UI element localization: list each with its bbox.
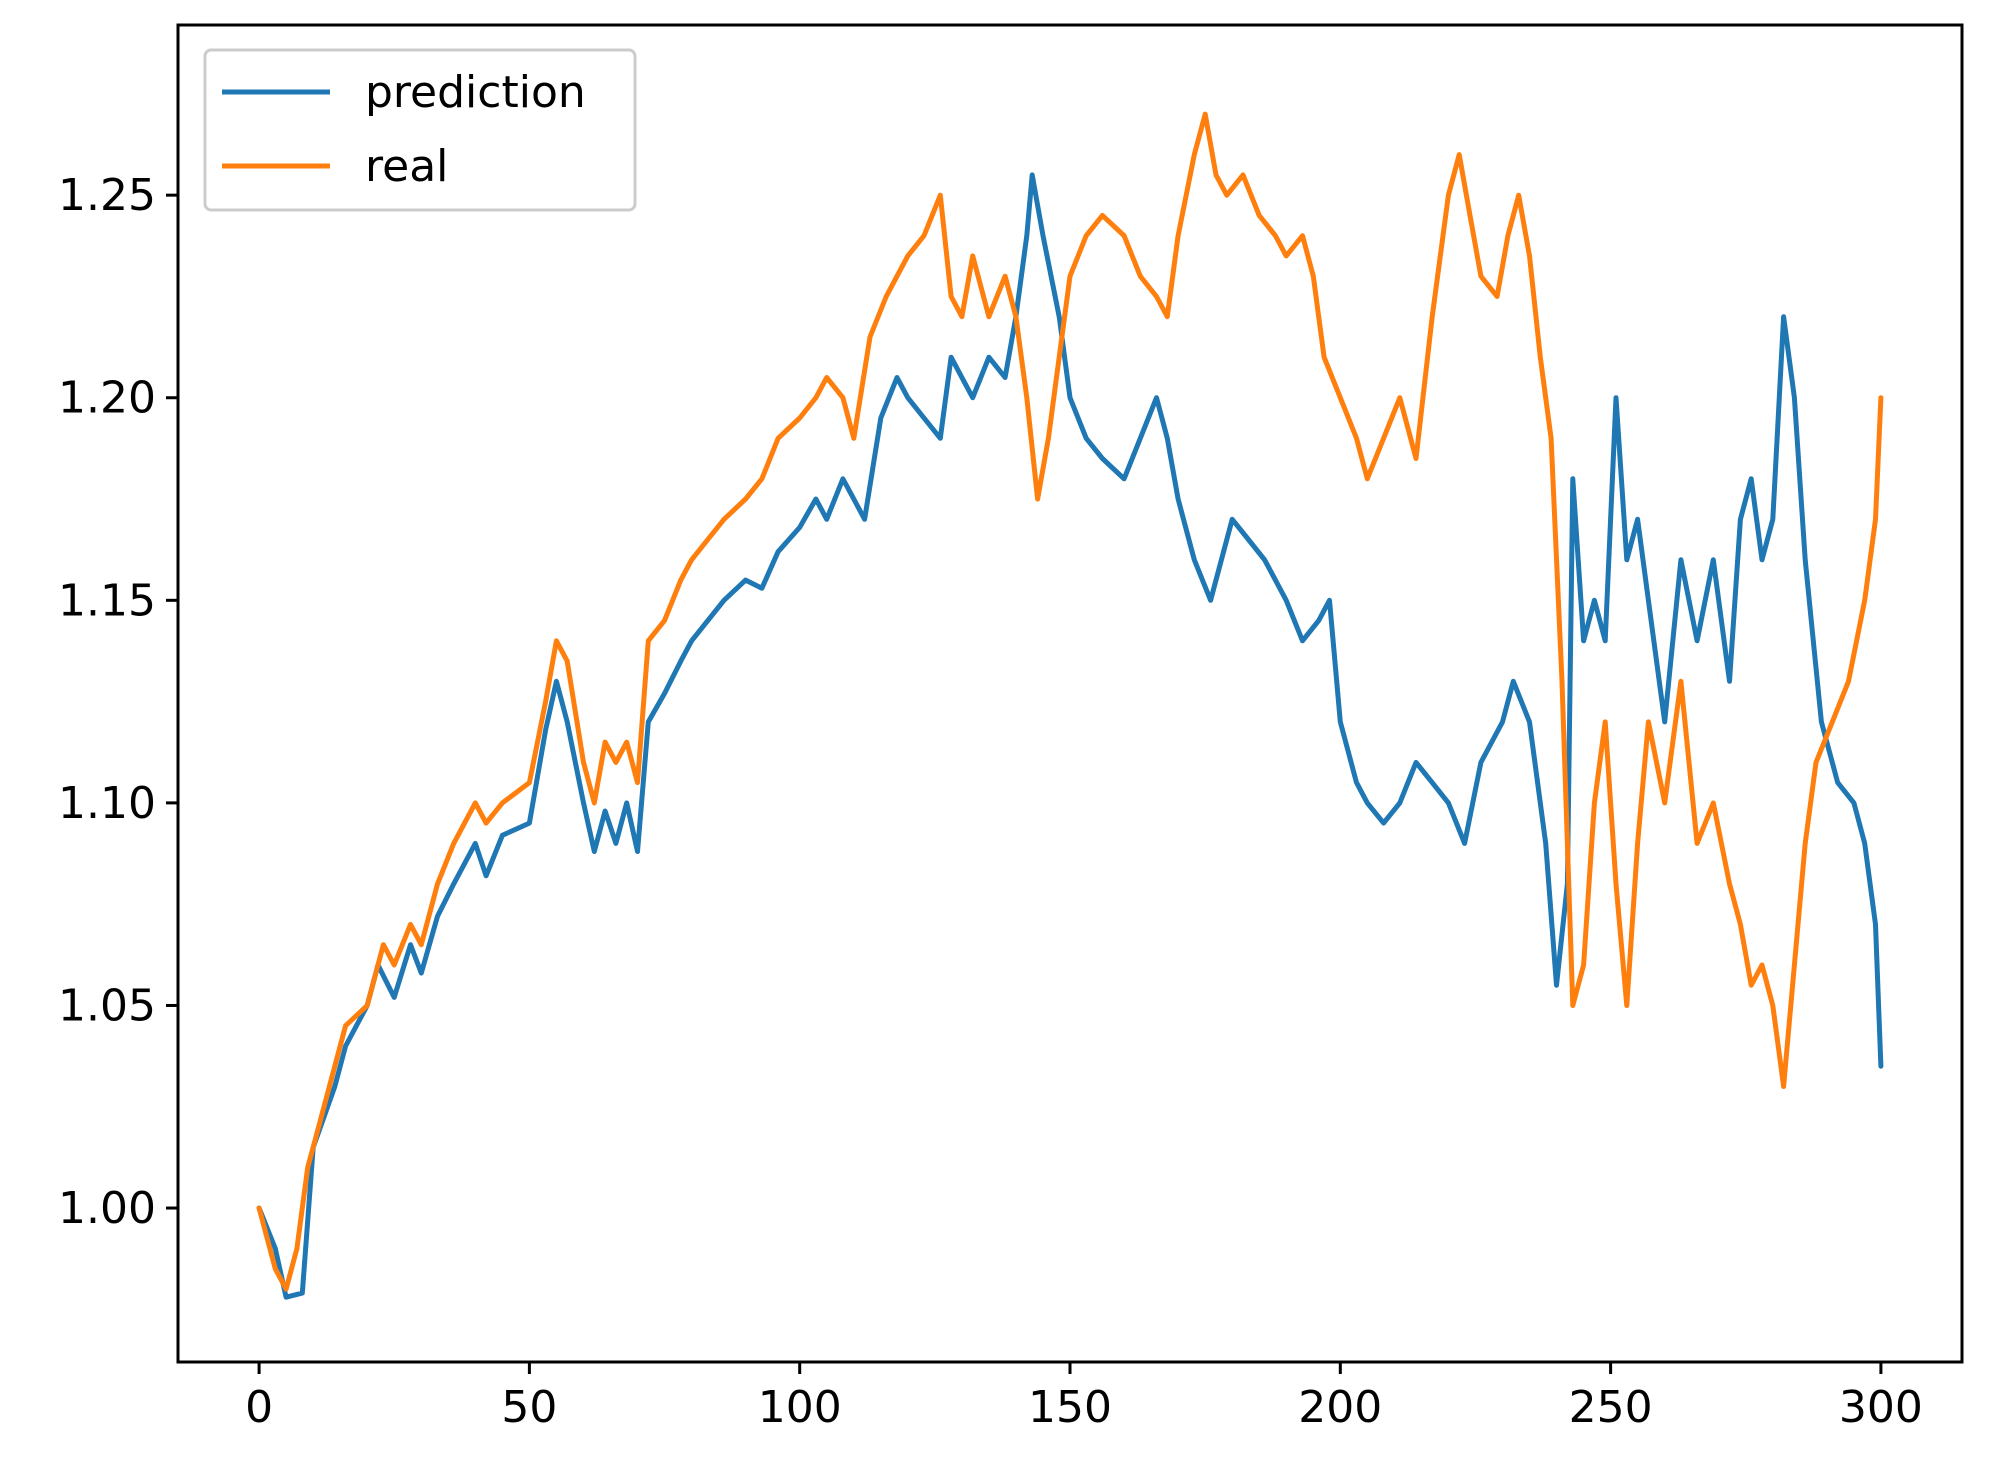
series-line-real (256, 111, 1884, 1292)
y-tick-label: 1.10 (58, 778, 156, 829)
x-tick-label: 200 (1298, 1382, 1382, 1433)
legend-label-real: real (365, 141, 448, 192)
y-tick-label: 1.15 (58, 575, 156, 626)
x-tick-label: 50 (501, 1382, 557, 1433)
legend-label-prediction: prediction (365, 67, 586, 118)
y-tick-label: 1.20 (58, 373, 156, 424)
y-tick-label: 1.05 (58, 980, 156, 1031)
y-tick-label: 1.00 (58, 1183, 156, 1234)
series-layer (256, 111, 1884, 1300)
y-tick-label: 1.25 (58, 170, 156, 221)
legend: prediction real (203, 48, 637, 212)
series-line-prediction (256, 172, 1884, 1300)
y-axis: 1.00 1.05 1.10 1.15 1.20 1.25 (58, 170, 178, 1234)
x-tick-label: 250 (1569, 1382, 1653, 1433)
x-tick-label: 100 (758, 1382, 842, 1433)
x-tick-label: 300 (1839, 1382, 1923, 1433)
x-axis: 0 50 100 150 200 250 300 (245, 1362, 1923, 1433)
axes-frame (176, 23, 1964, 1364)
x-tick-label: 0 (245, 1382, 273, 1433)
x-tick-label: 150 (1028, 1382, 1112, 1433)
